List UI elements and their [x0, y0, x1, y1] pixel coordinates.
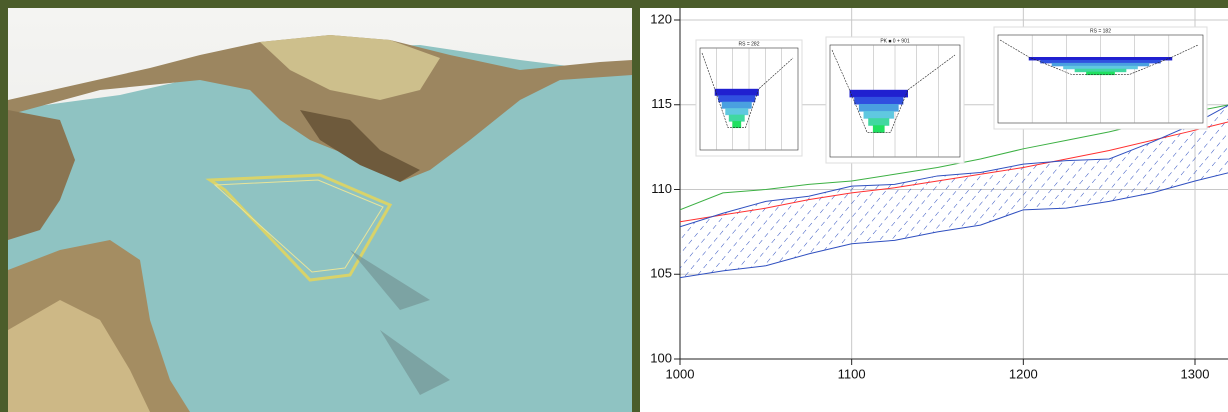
inset: RS = 182 — [993, 26, 1208, 130]
inset-ground — [701, 52, 794, 128]
terrain — [8, 110, 75, 240]
x-tick-label: 1000 — [666, 366, 695, 381]
inset-water — [1086, 71, 1115, 76]
outline — [213, 179, 384, 273]
inset-water — [728, 114, 745, 122]
inset-water — [721, 101, 752, 109]
terrain — [260, 35, 440, 100]
water — [8, 45, 632, 412]
y-tick-label: 105 — [650, 266, 672, 281]
inset-water — [868, 118, 890, 126]
inset-water — [718, 95, 756, 103]
shadow — [380, 330, 450, 395]
x-tick-label: 1300 — [1181, 366, 1210, 381]
inset-water — [1040, 59, 1161, 64]
inset-water — [1074, 68, 1127, 73]
series-line — [680, 121, 1228, 223]
inset-water — [1063, 65, 1138, 70]
y-tick-label: 100 — [650, 350, 672, 365]
hatch-area — [680, 105, 1228, 278]
outline — [205, 173, 393, 282]
y-tick-label: 110 — [651, 181, 672, 196]
shadow — [350, 250, 430, 310]
inset-water — [849, 89, 908, 98]
x-tick-label: 1200 — [1009, 366, 1038, 381]
terrain — [300, 110, 420, 182]
inset-title: RS = 182 — [1090, 28, 1111, 34]
terrain — [8, 35, 632, 182]
inset-ground — [831, 49, 956, 133]
inset: RS = 282 — [695, 39, 803, 157]
inset-water — [854, 96, 904, 105]
series-line — [680, 172, 1228, 279]
inset-water — [1051, 62, 1150, 67]
terrain-view — [8, 8, 632, 412]
inset-water — [725, 108, 749, 116]
inset-title: RS = 282 — [739, 41, 760, 47]
inset-title: PK ■ 0 + 901 — [880, 38, 910, 44]
inset-water — [858, 103, 899, 112]
x-tick-label: 1100 — [838, 366, 866, 381]
series-line — [680, 104, 1228, 228]
inset-water — [1028, 57, 1173, 61]
y-tick-label: 115 — [651, 96, 672, 111]
inset-water — [732, 121, 742, 129]
inset-ground — [999, 39, 1199, 75]
y-tick-label: 120 — [650, 11, 672, 26]
profile-chart: 100 105 110 115 120 1000 1100 1200 1300 RS = 282 P… — [650, 8, 1228, 381]
inset-water — [872, 125, 885, 133]
inset-water — [863, 111, 894, 119]
terrain — [8, 300, 150, 412]
inset: PK ■ 0 + 901 — [825, 36, 965, 164]
inset-water — [714, 88, 759, 96]
